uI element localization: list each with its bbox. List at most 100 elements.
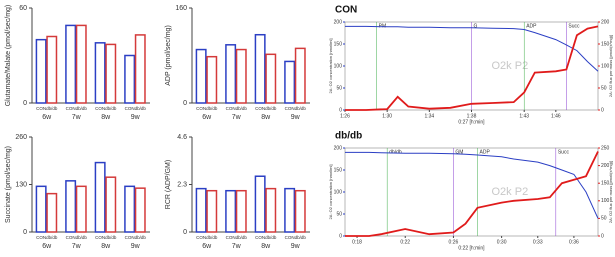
x-tick-label: 1:46	[551, 113, 561, 119]
bar	[105, 176, 117, 233]
y-tick-label: 0	[23, 229, 27, 236]
x-tick-label: 6w	[42, 243, 52, 250]
bar	[206, 189, 218, 233]
bar-group-label: db/db	[46, 235, 58, 240]
x-axis-label: 0:27 [h:min]	[458, 119, 485, 125]
y2-tick-label: 0	[601, 107, 604, 113]
bar-group-label: CON	[95, 106, 105, 111]
y2-tick-label: 200	[601, 19, 610, 25]
bar-group-label: CON	[226, 235, 236, 240]
y2-axis-label: 2A: O2 flux per mass [pmol/(s*mg)]	[608, 161, 613, 223]
x-tick-label: 8w	[261, 114, 271, 121]
x-tick-label: 7w	[232, 114, 242, 121]
y2-axis-label: 2A: O2 flux per mass [pmol/(s*mg)]	[608, 35, 613, 97]
bar-group-label: CON	[285, 235, 295, 240]
bar	[75, 185, 87, 233]
bar-group-label: CON	[36, 235, 46, 240]
y-axis-label: 2A: O2 concentration [nmol/ml]	[328, 39, 333, 94]
x-axis-label: 0:22 [h:min]	[458, 245, 485, 251]
event-label: Succ	[558, 149, 570, 155]
bar-group-label: CON	[125, 235, 135, 240]
y-axis-label: 2A: O2 concentration [nmol/ml]	[328, 165, 333, 220]
bar-group-label: db/db	[135, 235, 147, 240]
plot-frame	[344, 147, 599, 237]
bar	[134, 187, 146, 233]
y-tick-label: 50	[336, 85, 342, 91]
y2-tick-label: 250	[601, 145, 610, 151]
bar-group-label: CON	[196, 235, 206, 240]
x-tick-label: 0:26	[449, 239, 459, 245]
bar	[124, 185, 136, 233]
trace-line	[345, 151, 599, 237]
x-tick-label: 1:34	[424, 113, 434, 119]
bar-group-label: db/db	[265, 235, 277, 240]
y-tick-label: 50	[336, 211, 342, 217]
y-axis-label: Succinate (pmol/sec/mg)	[5, 146, 12, 223]
bar-group-label: db/db	[295, 106, 307, 111]
y2-tick-label: 100	[601, 63, 610, 69]
y2-tick-label: 0	[601, 233, 604, 239]
bar	[235, 48, 247, 104]
bar-group-label: db/db	[206, 235, 218, 240]
x-tick-label: 0:30	[497, 239, 507, 245]
event-label: db/db	[389, 149, 402, 155]
y2-tick-label: 150	[601, 41, 610, 47]
x-tick-label: 8w	[261, 243, 271, 250]
y2-tick-label: 200	[601, 163, 610, 169]
y-tick-label: 130	[15, 181, 27, 188]
bar	[46, 35, 58, 104]
panel-title: db/db	[335, 131, 362, 142]
bar-group-label: db/db	[46, 106, 58, 111]
bar-group-label: CON	[66, 235, 76, 240]
bar	[225, 189, 237, 233]
x-tick-label: 8w	[101, 114, 111, 121]
bar	[284, 60, 296, 104]
bar-group-label: CON	[95, 235, 105, 240]
bar	[46, 192, 58, 233]
event-label: GM	[455, 149, 463, 155]
event-label: G	[474, 23, 478, 29]
bar-group-label: db/db	[105, 235, 117, 240]
y-tick-label: 260	[15, 134, 27, 141]
y-tick-label: 0	[183, 229, 187, 236]
x-tick-label: 1:30	[382, 113, 392, 119]
x-tick-label: 0:33	[533, 239, 543, 245]
bar	[94, 161, 106, 233]
x-tick-label: 7w	[72, 114, 82, 121]
x-tick-label: 1:43	[519, 113, 529, 119]
bar	[254, 175, 266, 233]
bar	[195, 48, 207, 104]
y-tick-label: 0	[339, 107, 342, 113]
bar	[75, 24, 87, 104]
bar	[206, 55, 218, 104]
x-tick-label: 7w	[72, 243, 82, 250]
y-tick-label: 150	[334, 167, 343, 173]
event-label: Succ	[568, 23, 580, 29]
bar	[284, 187, 296, 233]
bar	[265, 187, 277, 233]
y-tick-label: 60	[19, 5, 27, 12]
bar-group-label: CON	[255, 106, 265, 111]
x-tick-label: 0:36	[569, 239, 579, 245]
bar	[65, 24, 77, 104]
y-tick-label: 0	[183, 100, 187, 107]
y-axis-label: Glutamate/Malate (pmol/sec/mg)	[5, 5, 12, 107]
x-tick-label: 0:18	[352, 239, 362, 245]
x-tick-label: 9w	[131, 243, 141, 250]
y2-tick-label: 100	[601, 198, 610, 204]
bar-group-label: CON	[125, 106, 135, 111]
y2-tick-label: 150	[601, 181, 610, 187]
y-tick-label: 200	[334, 145, 343, 151]
y-tick-label: 2.3	[177, 181, 187, 188]
bar	[65, 180, 77, 233]
x-tick-label: 7w	[232, 243, 242, 250]
x-tick-label: 1:38	[467, 113, 477, 119]
x-tick-label: 9w	[291, 114, 301, 121]
bar-group-label: db/db	[135, 106, 147, 111]
x-tick-label: 8w	[101, 243, 111, 250]
y-tick-label: 0	[23, 100, 27, 107]
bar	[254, 33, 266, 104]
bar-group-label: CON	[66, 106, 76, 111]
bar-group-label: CON	[255, 235, 265, 240]
